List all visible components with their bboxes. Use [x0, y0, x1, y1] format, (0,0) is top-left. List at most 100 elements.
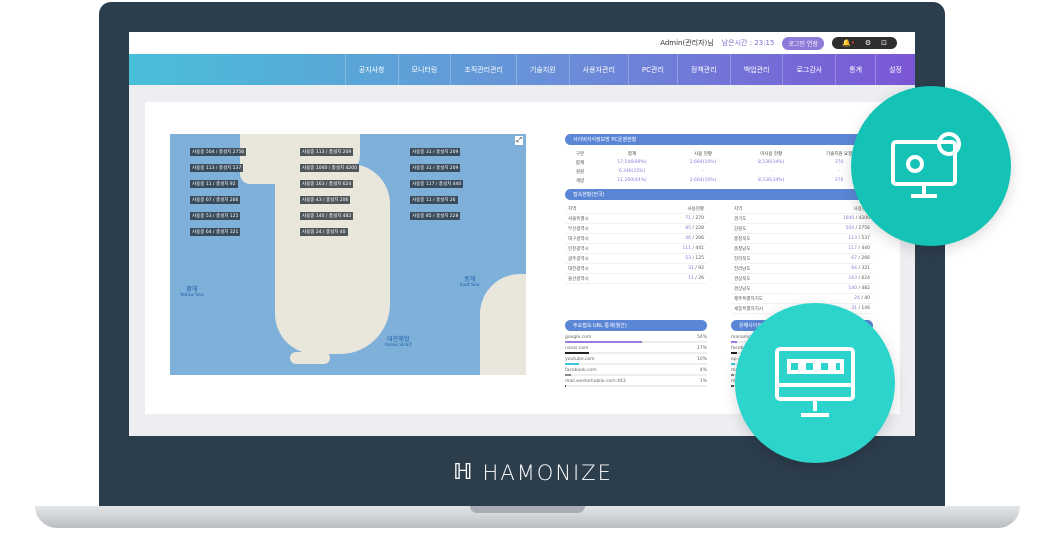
usage-value: 111 / 441 — [682, 245, 704, 251]
status-header: 사용 현황 — [694, 151, 713, 157]
region-name: 충청남도 — [734, 246, 751, 252]
sea-name-en: Yellow Sea — [180, 293, 204, 298]
nav-item[interactable]: 통계 — [835, 54, 875, 85]
sea-name-en: East Sea — [460, 283, 480, 288]
map-marker-label[interactable]: 사용중 85 / 총설치 228 — [410, 212, 461, 220]
url-name: mail.worksmobile.com:443 — [565, 379, 626, 384]
monitor-icon — [775, 347, 855, 417]
usage-value: 67 / 266 — [851, 255, 870, 261]
nav-item[interactable]: 백업관리 — [729, 54, 783, 85]
url-bar — [565, 374, 571, 376]
url-bar — [565, 385, 567, 387]
col-region: 지역 — [568, 206, 577, 212]
nav-item[interactable]: PC관리 — [627, 54, 677, 85]
sea-label: 동해 East Sea — [460, 274, 480, 288]
access-row: 전라북도 67 / 266 — [731, 254, 873, 264]
col-usage: 사용현황 — [687, 206, 704, 212]
nav-item[interactable]: 사용자관리 — [568, 54, 628, 85]
map-marker-label[interactable]: 사용중 31 / 총설치 209 — [410, 148, 461, 156]
status-cell: 370 — [834, 160, 844, 165]
status-cell: 370 — [834, 178, 844, 183]
url-track — [565, 385, 707, 387]
map-marker-label[interactable]: 사용중 43 / 총설치 206 — [300, 196, 351, 204]
usage-value: 140 / 482 — [848, 285, 870, 291]
map-marker-label[interactable]: 사용중 140 / 총설치 482 — [300, 212, 354, 220]
nav-item[interactable]: 조직관리관리 — [450, 54, 516, 85]
region-name: 경상북도 — [734, 276, 751, 282]
url-name: naver.com — [565, 346, 589, 351]
access-row: 대구광역시 46 / 206 — [565, 234, 707, 244]
col-usage: 사용현황 — [853, 206, 870, 212]
usage-value: 46 / 206 — [685, 235, 704, 241]
map-marker-label[interactable]: 사용중 24 / 총설치 40 — [300, 228, 348, 236]
map-marker-label[interactable]: 사용중 1040 / 총설치 4200 — [300, 164, 359, 172]
url-bar — [731, 352, 737, 354]
monitor-badge — [735, 303, 895, 463]
map-marker-label[interactable]: 사용중 31 / 총설치 209 — [410, 164, 461, 172]
url-line: google.com 54% — [565, 335, 707, 340]
bell-icon[interactable]: 🔔• — [841, 39, 855, 47]
url-line: naver.com 17% — [565, 346, 707, 351]
nav-item[interactable]: 기술지원 — [515, 54, 569, 85]
map-marker-label[interactable]: 사용중 53 / 총설치 125 — [190, 212, 241, 220]
status-cell: 2,664(10%) — [689, 178, 717, 183]
nav-item[interactable]: 설정 — [875, 54, 915, 85]
used-count: 85 — [685, 225, 692, 231]
map-marker-label[interactable]: 사용중 64 / 총설치 321 — [190, 228, 241, 236]
map-marker-label[interactable]: 사용중 504 / 총설치 2756 — [190, 148, 247, 156]
expand-icon[interactable]: ⤢ — [515, 136, 523, 145]
url-pct: 10% — [696, 357, 707, 362]
map-marker-label[interactable]: 사용중 67 / 총설치 266 — [190, 196, 241, 204]
map-marker-label[interactable]: 사용중 113 / 총설치 537 — [190, 164, 244, 172]
logout-icon[interactable]: ⊡ — [881, 39, 887, 47]
map-marker-label[interactable]: 사용중 11 / 총설치 92 — [190, 180, 238, 188]
access-header: 지역 사용현황 — [731, 204, 873, 214]
map-marker-label[interactable]: 사용중 11 / 총설치 26 — [410, 196, 458, 204]
access-row: 강원도 504 / 2756 — [731, 224, 873, 234]
sea-name-ko: 황해 — [186, 286, 198, 293]
status-row: 합계 17,546(69%) 2,664(10%) 8,536(34%) 370 — [565, 158, 873, 167]
nav-item[interactable]: 로그감사 — [782, 54, 835, 85]
access-row: 광주광역시 53 / 125 — [565, 254, 707, 264]
url-item: naver.com 17% — [565, 346, 707, 354]
url-stats-title: 주요접속 URL 통계(월간) — [565, 320, 707, 331]
total-count: 4200 — [858, 215, 870, 221]
map[interactable]: ⤢ 사용중 504 / 총설치 2756 사용중 113 / 총설치 209 사용중… — [170, 134, 526, 375]
nav-item[interactable]: 정책관리 — [676, 54, 730, 85]
region-name: 전라북도 — [734, 256, 751, 262]
status-header: 구분 — [575, 151, 585, 157]
total-count: 482 — [861, 285, 870, 291]
nav-item[interactable]: 모니터링 — [397, 54, 451, 85]
access-row: 울산광역시 11 / 26 — [565, 274, 707, 284]
sea-name-ko: 대한해협 — [387, 336, 410, 343]
access-row: 경상남도 140 / 482 — [731, 284, 873, 294]
sea-name-en: Korea Strait — [385, 343, 412, 348]
status-header: 기술지원 요청 — [825, 151, 853, 157]
access-row: 전라남도 64 / 321 — [731, 264, 873, 274]
map-marker-label[interactable]: 사용중 113 / 총설치 209 — [300, 148, 354, 156]
login-extend-button[interactable]: 로그인 연장 — [782, 36, 824, 50]
user-name: Admin(관리자)님 — [660, 39, 714, 47]
usage-value: 163 / 624 — [848, 275, 870, 281]
usage-value: 113 / 537 — [848, 235, 870, 241]
region-name: 경기도 — [734, 216, 747, 222]
used-count: 113 — [848, 235, 858, 241]
url-pct: 54% — [696, 335, 707, 340]
url-pct: 4% — [699, 368, 707, 373]
gear-icon[interactable]: ⚙ — [864, 39, 872, 47]
access-row: 대전광역시 31 / 92 — [565, 264, 707, 274]
url-track — [565, 341, 707, 343]
nav-item[interactable]: 공지사항 — [344, 54, 398, 85]
url-track — [565, 363, 707, 365]
url-track — [565, 352, 707, 354]
total-count: 228 — [695, 225, 704, 231]
url-pct: 1% — [699, 379, 707, 384]
usage-value: 117 / 440 — [848, 245, 870, 251]
used-count: 53 — [685, 255, 692, 261]
map-marker-label[interactable]: 사용중 163 / 총설치 624 — [300, 180, 354, 188]
status-cell: - — [838, 169, 840, 174]
used-count: 67 — [851, 255, 858, 261]
total-count: 321 — [861, 265, 870, 271]
total-count: 26 — [698, 275, 704, 281]
map-marker-label[interactable]: 사용중 117 / 총설치 440 — [410, 180, 464, 188]
